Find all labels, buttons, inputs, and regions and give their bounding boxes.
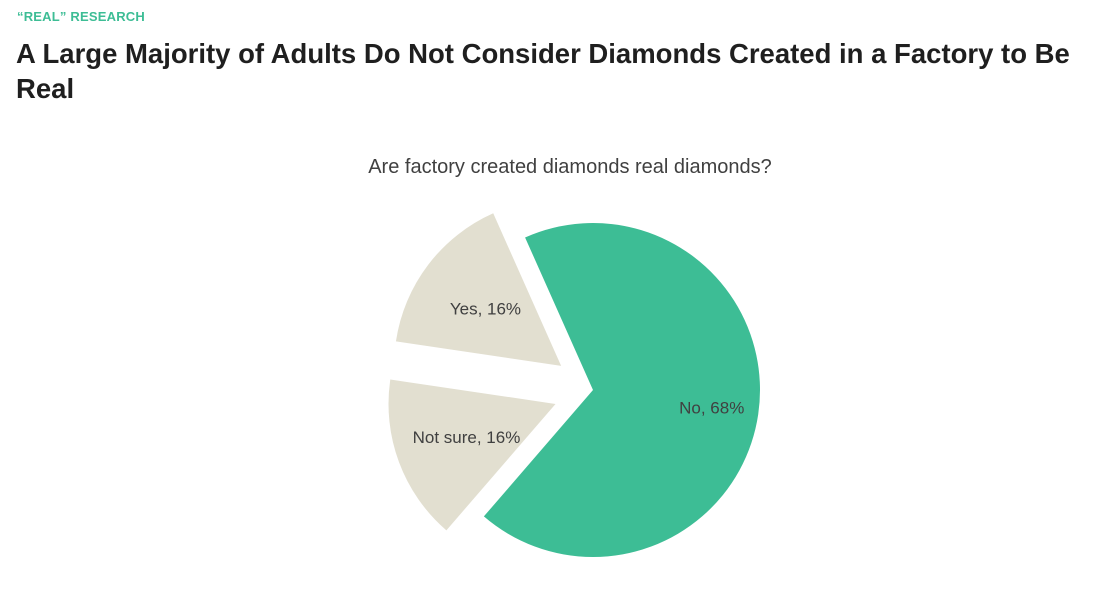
chart-title: Are factory created diamonds real diamon…: [368, 156, 772, 178]
data-label-yes: Yes, 16%: [450, 299, 521, 318]
pie-slice-no: [483, 223, 760, 557]
pie-slice-not-sure: [388, 379, 556, 531]
data-label-not-sure: Not sure, 16%: [413, 428, 521, 447]
pie-slice-yes: [395, 213, 562, 366]
data-label-no: No, 68%: [679, 399, 744, 418]
section-kicker: “REAL” RESEARCH: [17, 9, 145, 24]
page-title: A Large Majority of Adults Do Not Consid…: [16, 38, 1070, 104]
